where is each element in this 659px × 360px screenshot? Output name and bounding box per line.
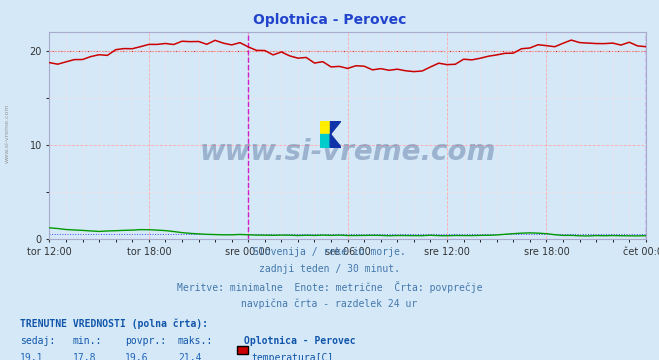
Text: povpr.:: povpr.:: [125, 336, 166, 346]
Text: zadnji teden / 30 minut.: zadnji teden / 30 minut.: [259, 264, 400, 274]
Text: Oplotnica - Perovec: Oplotnica - Perovec: [253, 13, 406, 27]
Text: 17,8: 17,8: [72, 353, 96, 360]
Text: Meritve: minimalne  Enote: metrične  Črta: povprečje: Meritve: minimalne Enote: metrične Črta:…: [177, 281, 482, 293]
Text: www.si-vreme.com: www.si-vreme.com: [5, 103, 10, 163]
Text: maks.:: maks.:: [178, 336, 213, 346]
Text: 19,1: 19,1: [20, 353, 43, 360]
Text: 21,4: 21,4: [178, 353, 202, 360]
Polygon shape: [331, 134, 341, 148]
Text: 19,6: 19,6: [125, 353, 149, 360]
Text: Slovenija / reke in morje.: Slovenija / reke in morje.: [253, 247, 406, 257]
Text: min.:: min.:: [72, 336, 102, 346]
Text: TRENUTNE VREDNOSTI (polna črta):: TRENUTNE VREDNOSTI (polna črta):: [20, 319, 208, 329]
Polygon shape: [331, 121, 341, 148]
Text: navpična črta - razdelek 24 ur: navpična črta - razdelek 24 ur: [241, 298, 418, 309]
Text: sedaj:: sedaj:: [20, 336, 55, 346]
Polygon shape: [320, 121, 331, 134]
Text: Oplotnica - Perovec: Oplotnica - Perovec: [244, 336, 355, 346]
Text: www.si-vreme.com: www.si-vreme.com: [200, 139, 496, 166]
Text: temperatura[C]: temperatura[C]: [252, 353, 334, 360]
Polygon shape: [320, 134, 331, 148]
